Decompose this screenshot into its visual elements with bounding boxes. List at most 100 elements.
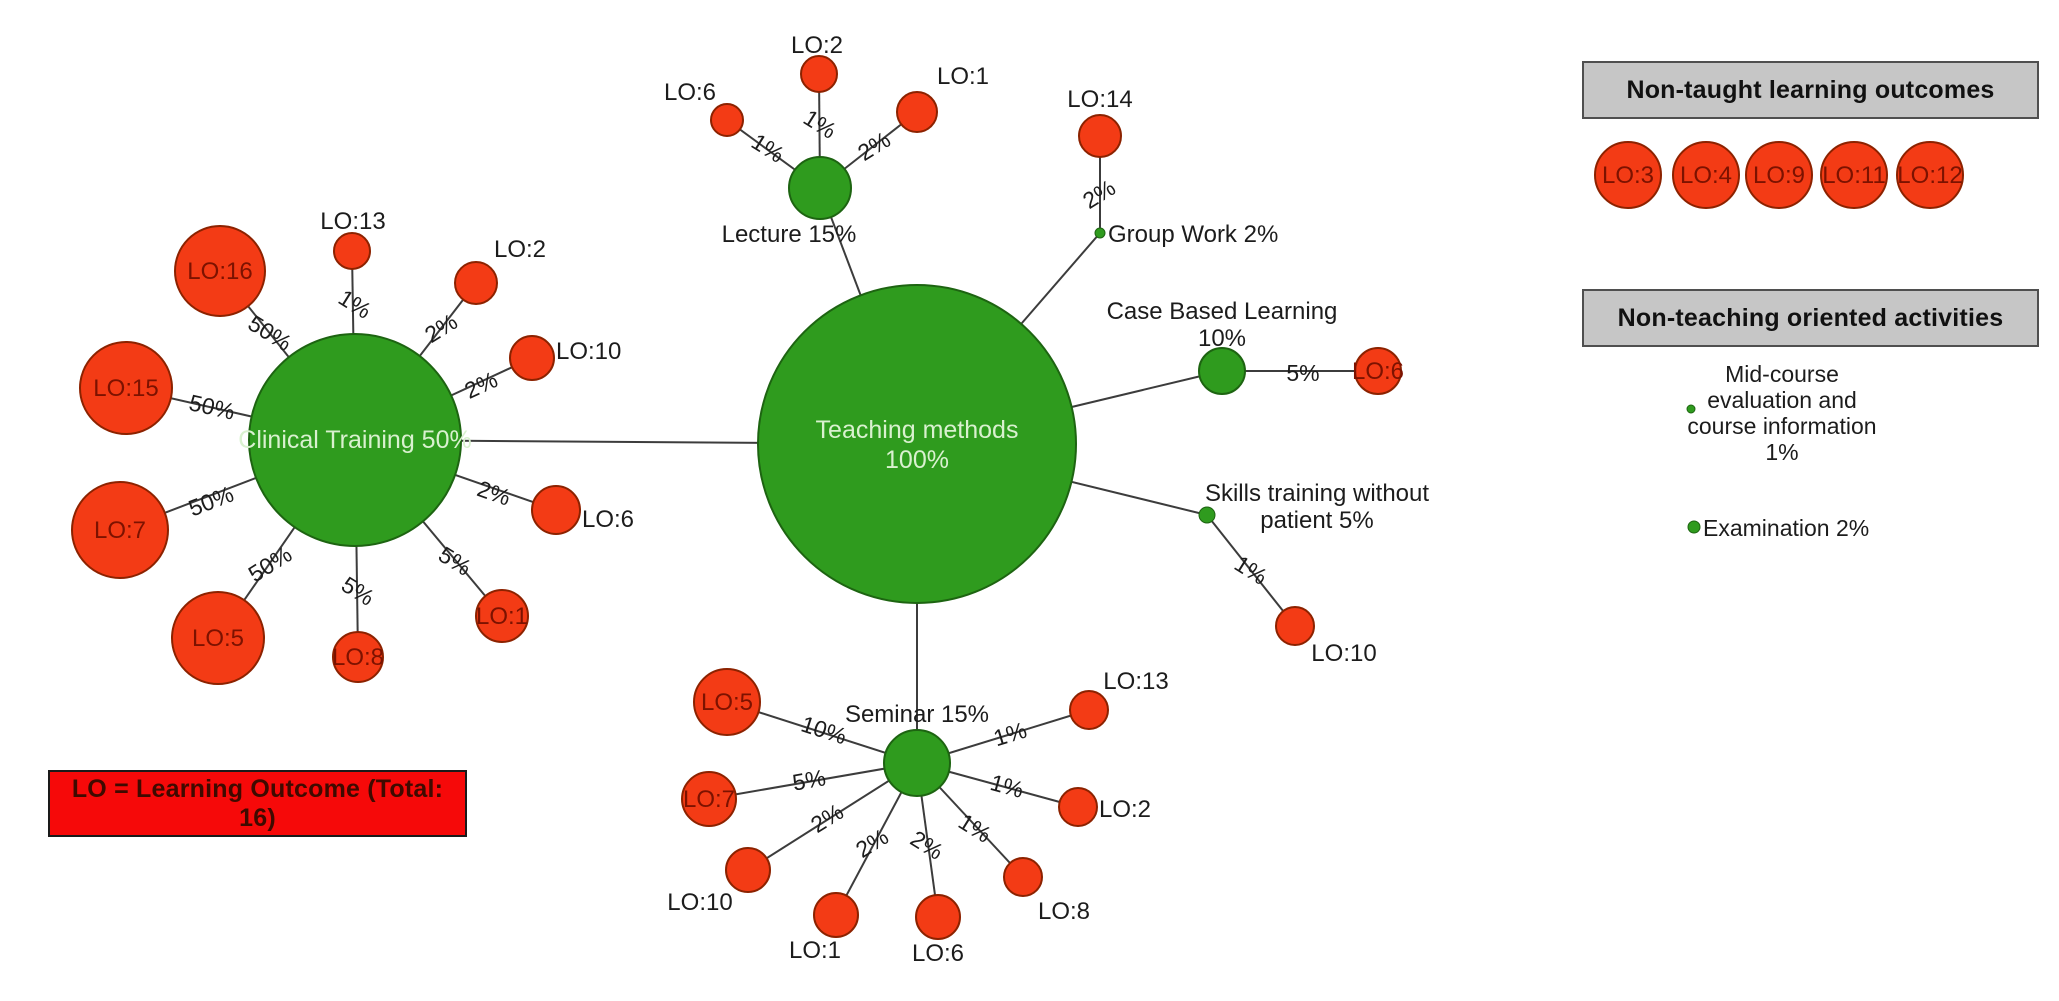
node-label-cbl: Case Based Learning 10% (1107, 298, 1338, 352)
activity-node-lecture (788, 156, 852, 220)
edge-label-clinical--cl-lo6: 2% (474, 475, 514, 510)
non-teaching-header: Non-teaching oriented activities (1582, 289, 2039, 347)
node-label-skills-dot: Skills training without patient 5% (1205, 480, 1429, 534)
outcome-node-sk-lo10 (1275, 606, 1315, 646)
edge-label-seminar--sem-lo5: 10% (798, 711, 850, 750)
outcome-node-sem-lo6 (915, 894, 961, 940)
node-label-cl-lo2: LO:2 (494, 236, 546, 263)
node-label-cl-lo6: LO:6 (582, 506, 634, 533)
node-label-nt-lo12: LO:12 (1897, 162, 1962, 189)
outcome-node-sem-lo10 (725, 847, 771, 893)
non-taught-header: Non-taught learning outcomes (1582, 61, 2039, 119)
activity-node-midcourse-dot (1686, 404, 1696, 414)
legend-box: LO = Learning Outcome (Total: 16) (48, 770, 467, 837)
activity-node-groupwork-dot (1094, 227, 1106, 239)
node-label-sem-lo10: LO:10 (667, 889, 732, 916)
edge-label-lecture--lec-lo2: 1% (799, 104, 841, 144)
outcome-node-cl-lo15 (79, 341, 173, 435)
outcome-node-cl-lo10 (509, 335, 555, 381)
node-label-lec-lo2: LO:2 (791, 32, 843, 59)
outcome-node-cl-lo5 (171, 591, 265, 685)
outcome-node-sem-lo13 (1069, 690, 1109, 730)
edge-seminar--sem-lo7 (708, 762, 918, 800)
node-label-clinical: Clinical Training 50% (238, 426, 471, 454)
non-teaching-header-label: Non-teaching oriented activities (1617, 303, 2004, 332)
outcome-node-cl-lo6 (531, 485, 581, 535)
node-label-cl-lo15: LO:15 (93, 375, 158, 402)
outcome-node-sem-lo1 (813, 892, 859, 938)
legend-label: LO = Learning Outcome (Total: 16) (71, 774, 444, 832)
node-label-sem-lo7: LO:7 (683, 786, 735, 813)
node-label-sem-lo6: LO:6 (912, 940, 964, 967)
edge-label-clinical--cl-lo8: 5% (337, 571, 379, 611)
edge-label-seminar--sem-lo6: 2% (906, 825, 948, 865)
outcome-node-cl-lo1 (475, 589, 529, 643)
node-label-exam-dot: Examination 2% (1703, 515, 1869, 541)
edge-label-seminar--sem-lo7: 5% (790, 764, 827, 795)
node-label-cl-lo7: LO:7 (94, 517, 146, 544)
activity-node-skills-dot (1198, 506, 1216, 524)
edge-label-cbl--cbl-lo6: 5% (1286, 360, 1319, 386)
node-label-sem-lo8: LO:8 (1038, 898, 1090, 925)
edge-label-clinical--cl-lo5: 50% (244, 541, 297, 587)
outcome-node-cl-lo2 (454, 261, 498, 305)
node-label-nt-lo11: LO:11 (1822, 162, 1886, 189)
outcome-node-sem-lo7 (681, 771, 737, 827)
node-label-lec-lo1: LO:1 (937, 63, 989, 90)
activity-node-clinical (248, 333, 462, 547)
outcome-node-sem-lo8 (1003, 857, 1043, 897)
edge-label-clinical--cl-lo13: 1% (334, 284, 376, 324)
edge-label-skills-dot--sk-lo10: 1% (1230, 550, 1272, 590)
node-label-groupwork-dot: Group Work 2% (1108, 221, 1278, 248)
node-label-lec-lo6: LO:6 (664, 79, 716, 106)
node-label-lecture: Lecture 15% (722, 221, 857, 248)
edge-label-clinical--cl-lo7: 50% (185, 481, 237, 522)
node-label-sem-lo2: LO:2 (1099, 796, 1151, 823)
activity-node-seminar (883, 729, 951, 797)
outcome-node-lec-lo1 (896, 91, 938, 133)
node-label-cl-lo1: LO:1 (476, 603, 528, 630)
edge-skills-dot--sk-lo10 (1206, 514, 1296, 627)
activity-node-cbl (1198, 347, 1246, 395)
edge-label-clinical--cl-lo2: 2% (420, 308, 462, 348)
activity-node-teaching (757, 284, 1077, 604)
activity-node-exam-dot (1687, 520, 1701, 534)
node-label-midcourse-dot: Mid-course evaluation and course informati… (1687, 361, 1876, 465)
edge-label-clinical--cl-lo15: 50% (187, 389, 238, 425)
node-label-sk-lo10: LO:10 (1311, 640, 1376, 667)
outcome-node-nt-lo3 (1594, 141, 1662, 209)
node-label-cbl-lo6: LO:6 (1352, 358, 1404, 385)
outcome-node-nt-lo12 (1896, 141, 1964, 209)
node-label-sem-lo13: LO:13 (1103, 668, 1168, 695)
node-label-cl-lo5: LO:5 (192, 625, 244, 652)
edge-label-seminar--sem-lo13: 1% (990, 717, 1029, 752)
edge-label-seminar--sem-lo1: 2% (851, 823, 893, 863)
outcome-node-cl-lo13 (333, 232, 371, 270)
node-label-nt-lo9: LO:9 (1753, 162, 1805, 189)
edge-label-seminar--sem-lo10: 2% (806, 798, 848, 838)
outcome-node-nt-lo4 (1672, 141, 1740, 209)
edge-label-lecture--lec-lo1: 2% (853, 126, 895, 166)
node-label-teaching: Teaching methods 100% (816, 416, 1019, 474)
edge-label-clinical--cl-lo10: 2% (460, 366, 501, 404)
outcome-node-nt-lo9 (1745, 141, 1813, 209)
non-taught-header-label: Non-taught learning outcomes (1626, 75, 1995, 104)
edge-label-groupwork-dot--lec-lo14: 2% (1078, 174, 1120, 214)
outcome-node-lec-lo2 (800, 55, 838, 93)
node-label-cl-lo10: LO:10 (556, 338, 621, 365)
node-label-sem-lo1: LO:1 (789, 937, 841, 964)
outcome-node-sem-lo2 (1058, 787, 1098, 827)
outcome-node-lec-lo14 (1078, 114, 1122, 158)
node-label-seminar: Seminar 15% (845, 701, 989, 728)
outcome-node-cl-lo8 (332, 631, 384, 683)
outcome-node-cbl-lo6 (1354, 347, 1402, 395)
node-label-lec-lo14: LO:14 (1067, 86, 1132, 113)
outcome-node-lec-lo6 (710, 103, 744, 137)
outcome-node-cl-lo7 (71, 481, 169, 579)
edge-label-clinical--cl-lo1: 5% (434, 541, 476, 581)
edge-label-seminar--sem-lo2: 1% (988, 769, 1027, 803)
node-label-nt-lo3: LO:3 (1602, 162, 1654, 189)
node-label-cl-lo8: LO:8 (332, 644, 384, 671)
